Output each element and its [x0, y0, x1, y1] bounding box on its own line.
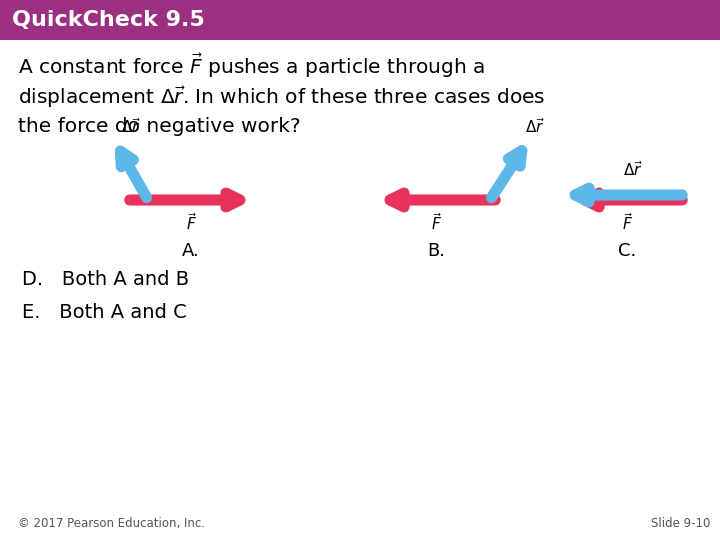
Text: $\Delta\vec{r}$: $\Delta\vec{r}$: [525, 117, 545, 136]
Bar: [0, 0, 720, 40]
Text: $\Delta\vec{r}$: $\Delta\vec{r}$: [121, 117, 141, 136]
Text: B.: B.: [428, 242, 446, 260]
Text: $\vec{F}$: $\vec{F}$: [622, 212, 633, 233]
Text: displacement $\Delta\vec{r}$. In which of these three cases does: displacement $\Delta\vec{r}$. In which o…: [18, 84, 545, 110]
Text: C.: C.: [618, 242, 636, 260]
Text: A constant force $\vec{F}$ pushes a particle through a: A constant force $\vec{F}$ pushes a part…: [18, 51, 485, 79]
Text: $\Delta\vec{r}$: $\Delta\vec{r}$: [623, 160, 642, 179]
Text: D.   Both A and B: D. Both A and B: [22, 270, 189, 289]
Text: QuickCheck 9.5: QuickCheck 9.5: [12, 10, 204, 30]
Text: Slide 9-10: Slide 9-10: [651, 517, 710, 530]
Text: $\vec{F}$: $\vec{F}$: [431, 212, 442, 233]
Text: © 2017 Pearson Education, Inc.: © 2017 Pearson Education, Inc.: [18, 517, 205, 530]
Text: E.   Both A and C: E. Both A and C: [22, 303, 186, 322]
Text: $\vec{F}$: $\vec{F}$: [186, 212, 197, 233]
Text: the force do negative work?: the force do negative work?: [18, 117, 301, 136]
Text: A.: A.: [182, 242, 200, 260]
